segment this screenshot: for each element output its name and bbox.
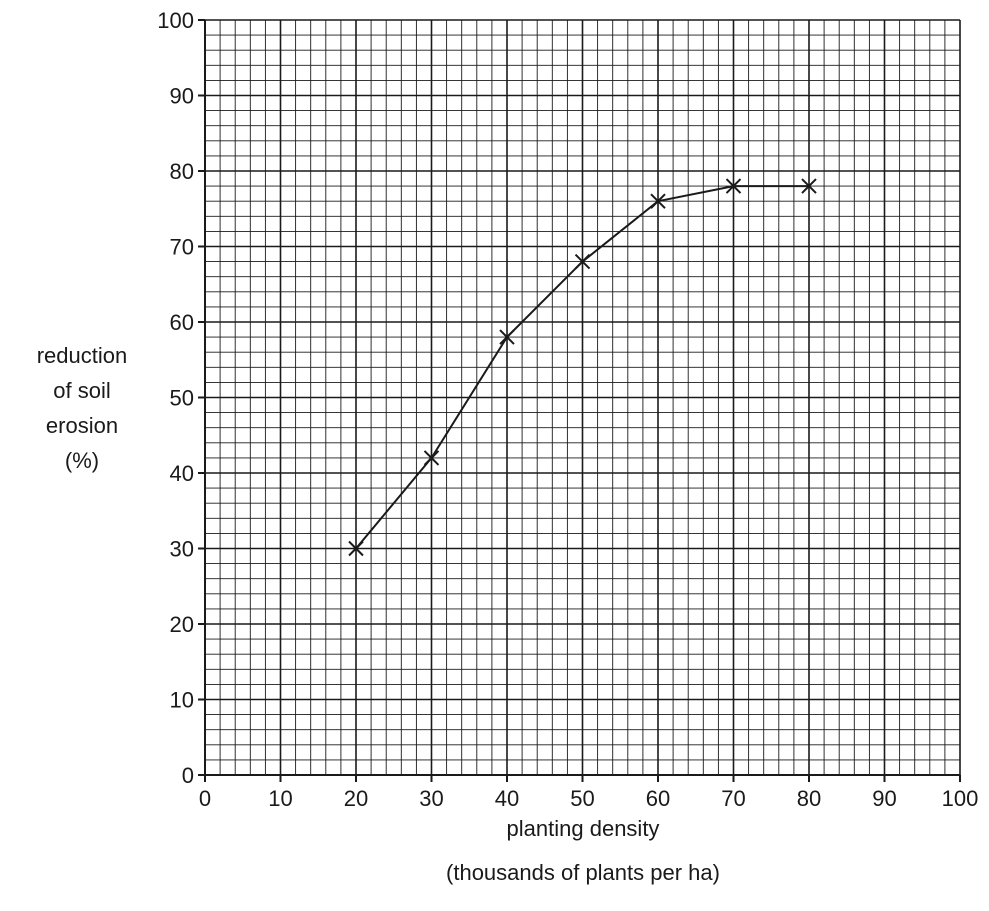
y-tick-label: 100 xyxy=(157,8,194,33)
data-point-marker xyxy=(348,540,364,557)
y-axis-title-line-3: erosion xyxy=(46,413,118,438)
x-tick-label: 90 xyxy=(872,786,896,811)
x-tick-label: 0 xyxy=(199,786,211,811)
y-tick-label: 30 xyxy=(170,537,194,562)
x-axis-ticks: 0 10 20 30 40 50 60 70 80 90 100 xyxy=(199,775,978,811)
x-tick-label: 80 xyxy=(797,786,821,811)
data-series xyxy=(348,178,817,557)
data-point-marker xyxy=(725,178,742,194)
x-tick-label: 30 xyxy=(419,786,443,811)
y-axis-title-line-1: reduction xyxy=(37,343,128,368)
data-point-marker xyxy=(499,329,515,345)
y-tick-label: 90 xyxy=(170,84,194,109)
y-tick-label: 80 xyxy=(170,159,194,184)
y-axis-title-line-2: of soil xyxy=(53,378,110,403)
y-axis-ticks: 0 10 20 30 40 50 60 70 80 90 100 xyxy=(157,8,205,788)
data-point-marker xyxy=(801,178,817,194)
y-tick-label: 70 xyxy=(170,235,194,260)
x-tick-label: 20 xyxy=(344,786,368,811)
x-tick-label: 100 xyxy=(942,786,979,811)
data-point-marker xyxy=(574,253,591,270)
x-tick-label: 70 xyxy=(721,786,745,811)
y-axis-title: reduction of soil erosion (%) xyxy=(37,343,128,473)
data-point-marker xyxy=(650,193,666,209)
x-tick-label: 60 xyxy=(646,786,670,811)
y-tick-label: 50 xyxy=(170,386,194,411)
y-tick-label: 10 xyxy=(170,688,194,713)
x-tick-label: 50 xyxy=(570,786,594,811)
x-axis-title-line-1: planting density xyxy=(507,816,660,841)
x-tick-label: 10 xyxy=(268,786,292,811)
data-point-marker xyxy=(423,450,440,466)
y-tick-label: 20 xyxy=(170,612,194,637)
x-tick-label: 40 xyxy=(495,786,519,811)
x-axis-title: planting density (thousands of plants pe… xyxy=(446,816,720,885)
y-axis-title-line-4: (%) xyxy=(65,448,99,473)
x-axis-title-line-2: (thousands of plants per ha) xyxy=(446,860,720,885)
y-tick-label: 60 xyxy=(170,310,194,335)
y-tick-label: 0 xyxy=(182,763,194,788)
y-tick-label: 40 xyxy=(170,461,194,486)
